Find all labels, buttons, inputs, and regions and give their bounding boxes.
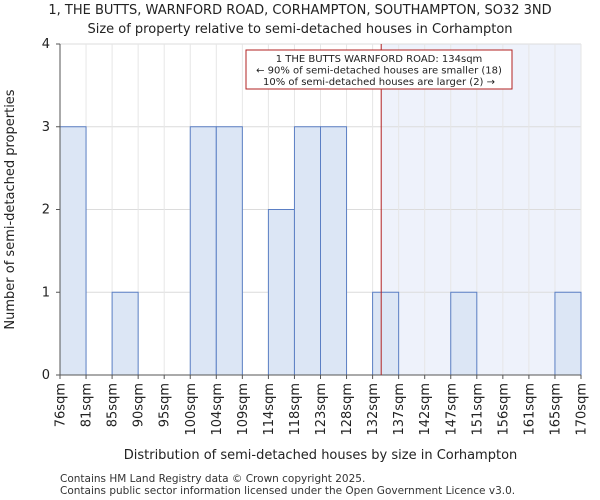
- chart-title: 1, THE BUTTS, WARNFORD ROAD, CORHAMPTON,…: [0, 1, 600, 39]
- bar-5: [189, 126, 217, 376]
- y-tick-label: 0: [42, 368, 50, 383]
- y-tick-label: 3: [42, 120, 50, 135]
- x-tick-label: 170sqm: [575, 383, 590, 436]
- x-tick-label: 132sqm: [366, 383, 381, 436]
- x-tick-label: 147sqm: [444, 383, 459, 436]
- x-tick-label: 100sqm: [184, 383, 199, 436]
- bar-12: [372, 291, 400, 376]
- x-tick-label: 76sqm: [54, 383, 69, 427]
- footer: Contains HM Land Registry data © Crown c…: [60, 473, 515, 497]
- x-tick-label: 104sqm: [210, 383, 225, 436]
- bar-19: [554, 291, 582, 376]
- bar-6: [215, 126, 243, 376]
- x-tick-label: 128sqm: [340, 383, 355, 436]
- x-tick-label: 161sqm: [522, 383, 537, 436]
- x-tick-label: 81sqm: [80, 383, 95, 427]
- x-tick-label: 123sqm: [314, 383, 329, 436]
- y-tick-label: 1: [42, 285, 50, 300]
- bar-8: [267, 209, 295, 376]
- chart-title-line2: Size of property relative to semi-detach…: [87, 22, 513, 37]
- x-tick-label: 109sqm: [236, 383, 251, 436]
- x-tick-label: 95sqm: [158, 383, 173, 427]
- y-tick-label: 2: [42, 203, 50, 218]
- bar-10: [320, 126, 348, 376]
- bar-15: [450, 291, 478, 376]
- annotation-box: [245, 49, 513, 90]
- footer-line2: Contains public sector information licen…: [60, 485, 516, 497]
- x-tick-label: 165sqm: [548, 383, 563, 436]
- x-tick-label: 137sqm: [392, 383, 407, 436]
- y-axis-label: Number of semi-detached properties: [3, 89, 18, 329]
- annotation-text-line2: ← 90% of semi-detached houses are smalle…: [256, 66, 502, 77]
- annotation-text-line3: 10% of semi-detached houses are larger (…: [263, 77, 495, 88]
- x-tick-label: 90sqm: [132, 383, 147, 427]
- bar-9: [293, 126, 322, 376]
- chart-title-line1: 1, THE BUTTS, WARNFORD ROAD, CORHAMPTON,…: [48, 3, 552, 18]
- bar-0: [59, 126, 87, 376]
- x-tick-label: 156sqm: [496, 383, 511, 436]
- x-tick-label: 151sqm: [470, 383, 485, 436]
- annotation-text-line1: 1 THE BUTTS WARNFORD ROAD: 134sqm: [276, 54, 483, 65]
- x-tick-label: 118sqm: [288, 383, 303, 436]
- x-tick-label: 142sqm: [418, 383, 433, 436]
- bar-2: [111, 291, 139, 376]
- x-tick-label: 114sqm: [262, 383, 277, 436]
- x-tick-label: 85sqm: [106, 383, 121, 427]
- x-axis-label: Distribution of semi-detached houses by …: [124, 448, 518, 463]
- y-tick-label: 4: [42, 37, 50, 52]
- footer-line1: Contains HM Land Registry data © Crown c…: [60, 473, 366, 485]
